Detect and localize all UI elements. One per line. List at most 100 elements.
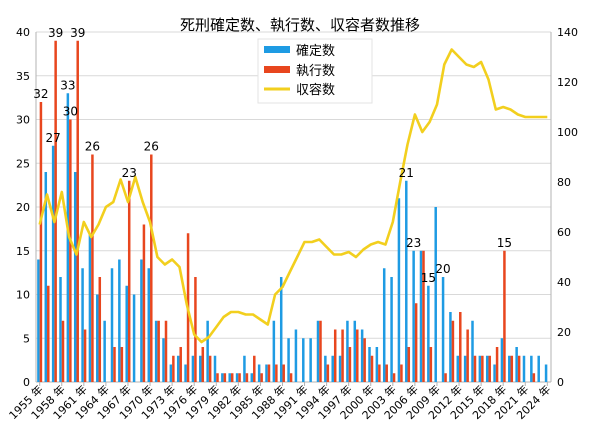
bar-shikkou [400,364,403,382]
bar-kakutei [162,338,165,382]
bar-kakutei [243,355,246,382]
bar-kakutei [118,259,121,382]
bar-kakutei [88,233,92,382]
bar-shikkou [333,329,337,382]
legend-label-shikkou: 執行数 [296,63,335,79]
y-tick-label-right: 100 [557,126,578,139]
bar-shikkou [127,180,131,382]
data-label: 30 [63,105,78,119]
bar-kakutei [324,355,327,382]
bar-kakutei [294,329,298,382]
y-tick-label-left: 15 [16,245,30,258]
bar-kakutei [390,277,393,382]
bar-shikkou [451,320,455,382]
bar-shikkou [510,355,514,382]
bar-kakutei [346,320,349,382]
bar-shikkou [459,312,462,382]
bar-kakutei [287,338,290,382]
bar-kakutei [140,259,143,382]
bar-kakutei [331,355,334,382]
bar-shikkou [385,364,388,382]
bar-shikkou [201,347,205,382]
bar-kakutei [309,338,312,382]
data-label: 32 [33,87,48,101]
bar-shikkou [69,119,72,382]
bars [37,40,548,382]
bar-kakutei [493,364,496,382]
bar-shikkou [422,250,425,382]
bar-shikkou [47,285,50,382]
data-label: 20 [435,262,450,276]
bar-kakutei [250,373,254,382]
bar-shikkou [326,364,330,382]
y-tick-label-right: 60 [557,226,571,239]
data-label: 23 [122,166,137,180]
bar-kakutei [235,373,239,382]
bar-kakutei [176,355,180,382]
bar-kakutei [537,355,540,382]
bar-kakutei [544,364,548,382]
y-tick-label-left: 10 [16,289,30,302]
bar-shikkou [282,364,285,382]
bar-shikkou [370,355,374,382]
bar-kakutei [427,285,430,382]
bar-shikkou [267,364,271,382]
data-label: 15 [421,271,436,285]
y-tick-label-left: 5 [23,332,30,345]
legend-label-kakutei: 確定数 [296,43,335,59]
y-tick-label-right: 20 [557,326,571,339]
legend-swatch-kakutei [264,46,290,53]
bar-shikkou [216,373,219,382]
bar-kakutei [500,338,504,382]
bar-kakutei [125,285,128,382]
bar-shikkou [39,102,43,382]
y-tick-label-right: 120 [557,76,578,89]
bar-shikkou [429,347,433,382]
bar-shikkou [275,364,278,382]
legend-swatch-shikkou [264,66,290,73]
data-label: 33 [60,78,75,92]
bar-kakutei [265,364,268,382]
bar-kakutei [456,355,460,382]
data-label: 21 [399,166,414,180]
y-tick-label-right: 80 [557,176,571,189]
bar-kakutei [397,198,401,382]
bar-shikkou [179,347,182,382]
y-tick-label-right: 0 [557,376,564,389]
bar-kakutei [44,172,48,382]
bar-shikkou [319,320,322,382]
bar-kakutei [485,355,489,382]
bar-kakutei [478,355,482,382]
bar-shikkou [503,250,506,382]
bar-kakutei [73,172,77,382]
bar-shikkou [76,40,79,382]
bar-shikkou [473,355,477,382]
y-tick-label-left: 25 [16,157,30,170]
legend-label-shuuyou: 収容数 [296,82,335,98]
bar-kakutei [184,364,187,382]
bar-kakutei [132,294,136,382]
bar-kakutei [449,312,452,382]
bar-kakutei [368,347,371,382]
bar-shikkou [230,373,234,382]
y-tick-label-right: 40 [557,276,571,289]
data-label: 39 [70,26,85,40]
bar-kakutei [279,277,283,382]
bar-shikkou [172,355,175,382]
bar-kakutei [360,329,364,382]
bar-kakutei [59,277,62,382]
bar-shikkou [481,355,484,382]
data-label: 27 [46,131,61,145]
y-tick-label-left: 0 [23,376,30,389]
bar-kakutei [522,355,526,382]
bar-kakutei [221,373,224,382]
bar-kakutei [81,268,84,382]
bar-shikkou [260,373,263,382]
bar-shikkou [532,373,536,382]
bar-shikkou [517,355,521,382]
bar-shikkou [444,373,447,382]
bar-kakutei [353,320,357,382]
bar-kakutei [169,364,173,382]
bar-kakutei [441,277,445,382]
